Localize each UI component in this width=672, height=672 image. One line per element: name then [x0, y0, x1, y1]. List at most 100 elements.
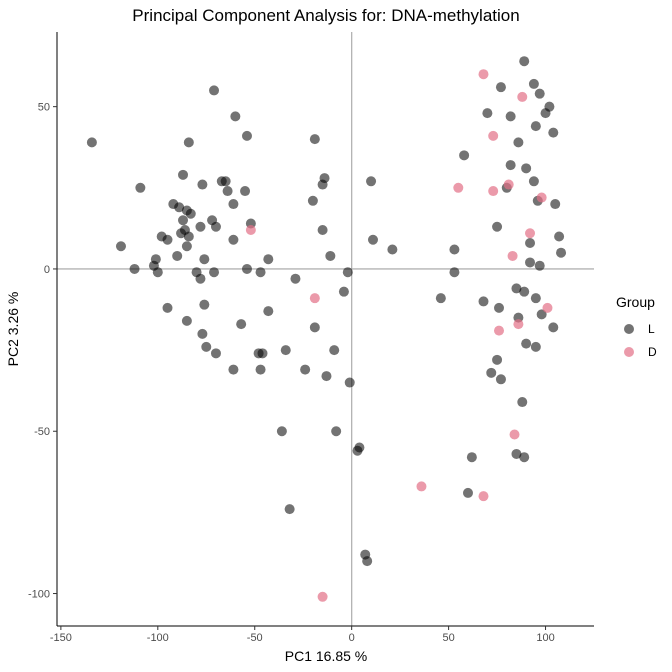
- data-point-L: [530, 293, 541, 304]
- data-point-D: [416, 481, 427, 492]
- legend-label-L: L: [648, 322, 655, 336]
- data-point-L: [176, 228, 187, 239]
- data-point-L: [307, 195, 318, 206]
- data-point-L: [331, 426, 342, 437]
- data-point-L: [183, 231, 194, 242]
- y-axis-ticks: -100 -50 0 50: [28, 102, 57, 601]
- chart-title: Principal Component Analysis for: DNA-me…: [132, 6, 519, 25]
- data-points: [86, 56, 567, 602]
- data-point-L: [317, 225, 328, 235]
- data-point-L: [525, 257, 536, 268]
- x-tick-label: 0: [349, 632, 355, 644]
- x-tick-label: 100: [536, 632, 554, 644]
- x-tick-label: 50: [442, 632, 454, 644]
- data-point-L: [511, 283, 522, 294]
- data-point-D: [517, 91, 528, 102]
- data-point-D: [494, 325, 505, 336]
- data-point-L: [521, 338, 532, 349]
- data-point-L: [321, 371, 332, 382]
- x-axis-title: PC1 16.85 %: [285, 648, 368, 664]
- x-axis-ticks: -150 -100 -50 0 50 100: [50, 626, 555, 644]
- data-point-L: [197, 179, 208, 190]
- data-point-L: [86, 137, 97, 148]
- legend-key-L: [624, 324, 634, 334]
- data-point-L: [228, 199, 239, 210]
- data-point-L: [517, 397, 528, 408]
- data-point-L: [195, 221, 206, 232]
- data-point-L: [342, 267, 353, 278]
- data-point-D: [507, 250, 518, 261]
- legend-title: Group: [616, 294, 655, 310]
- data-point-L: [172, 250, 183, 261]
- data-point-L: [284, 504, 295, 515]
- data-point-L: [540, 108, 551, 119]
- data-point-D: [478, 69, 489, 80]
- data-point-D: [536, 192, 547, 203]
- data-point-L: [255, 267, 266, 278]
- data-point-L: [482, 108, 493, 119]
- data-point-L: [550, 199, 561, 210]
- data-point-L: [174, 202, 185, 213]
- data-point-L: [495, 374, 506, 385]
- data-point-L: [530, 341, 541, 352]
- data-point-L: [181, 315, 192, 326]
- data-point-L: [300, 364, 311, 375]
- data-point-L: [466, 452, 477, 463]
- data-point-L: [197, 328, 208, 339]
- x-tick-label: -150: [50, 632, 72, 644]
- data-point-L: [505, 111, 516, 122]
- data-point-L: [528, 78, 539, 89]
- data-point-L: [209, 267, 220, 278]
- legend-key-D: [624, 347, 634, 357]
- data-point-L: [519, 286, 530, 297]
- data-point-L: [528, 176, 539, 187]
- data-point-L: [210, 348, 221, 359]
- y-tick-label: 50: [38, 102, 50, 114]
- data-point-L: [387, 244, 398, 255]
- data-point-D: [503, 179, 514, 190]
- data-point-L: [241, 130, 252, 141]
- data-point-L: [199, 254, 210, 265]
- data-point-L: [209, 85, 220, 96]
- data-point-L: [536, 309, 547, 320]
- data-point-L: [183, 137, 194, 148]
- y-tick-label: -50: [34, 426, 50, 438]
- data-point-L: [366, 176, 377, 187]
- data-point-L: [162, 234, 173, 245]
- data-point-L: [492, 221, 503, 232]
- data-point-D: [317, 591, 328, 602]
- legend-items: LD: [624, 322, 657, 359]
- data-point-D: [488, 186, 499, 197]
- legend: Group LD: [616, 294, 657, 359]
- data-point-L: [152, 267, 163, 278]
- data-point-L: [548, 322, 559, 333]
- data-point-L: [135, 182, 146, 193]
- data-point-L: [178, 215, 189, 226]
- data-point-D: [513, 319, 524, 330]
- y-tick-label: 0: [44, 264, 50, 276]
- data-point-L: [367, 234, 378, 245]
- data-point-L: [449, 244, 460, 255]
- data-point-L: [317, 179, 328, 190]
- data-point-L: [435, 293, 446, 304]
- data-point-L: [309, 322, 320, 333]
- data-point-L: [115, 241, 126, 252]
- data-point-L: [241, 263, 252, 274]
- data-point-L: [325, 250, 336, 261]
- data-point-L: [519, 452, 530, 463]
- data-point-L: [449, 267, 460, 278]
- data-point-L: [228, 364, 239, 375]
- data-point-L: [240, 186, 251, 197]
- data-point-L: [505, 160, 516, 171]
- data-point-L: [534, 88, 545, 99]
- data-point-D: [245, 225, 256, 235]
- data-point-L: [185, 208, 196, 219]
- data-point-L: [181, 241, 192, 252]
- data-point-L: [263, 254, 274, 265]
- data-point-L: [257, 348, 268, 359]
- data-point-L: [525, 237, 536, 248]
- data-point-L: [494, 302, 505, 313]
- data-point-D: [542, 302, 553, 313]
- data-point-L: [228, 234, 239, 245]
- y-tick-label: -100: [28, 589, 50, 601]
